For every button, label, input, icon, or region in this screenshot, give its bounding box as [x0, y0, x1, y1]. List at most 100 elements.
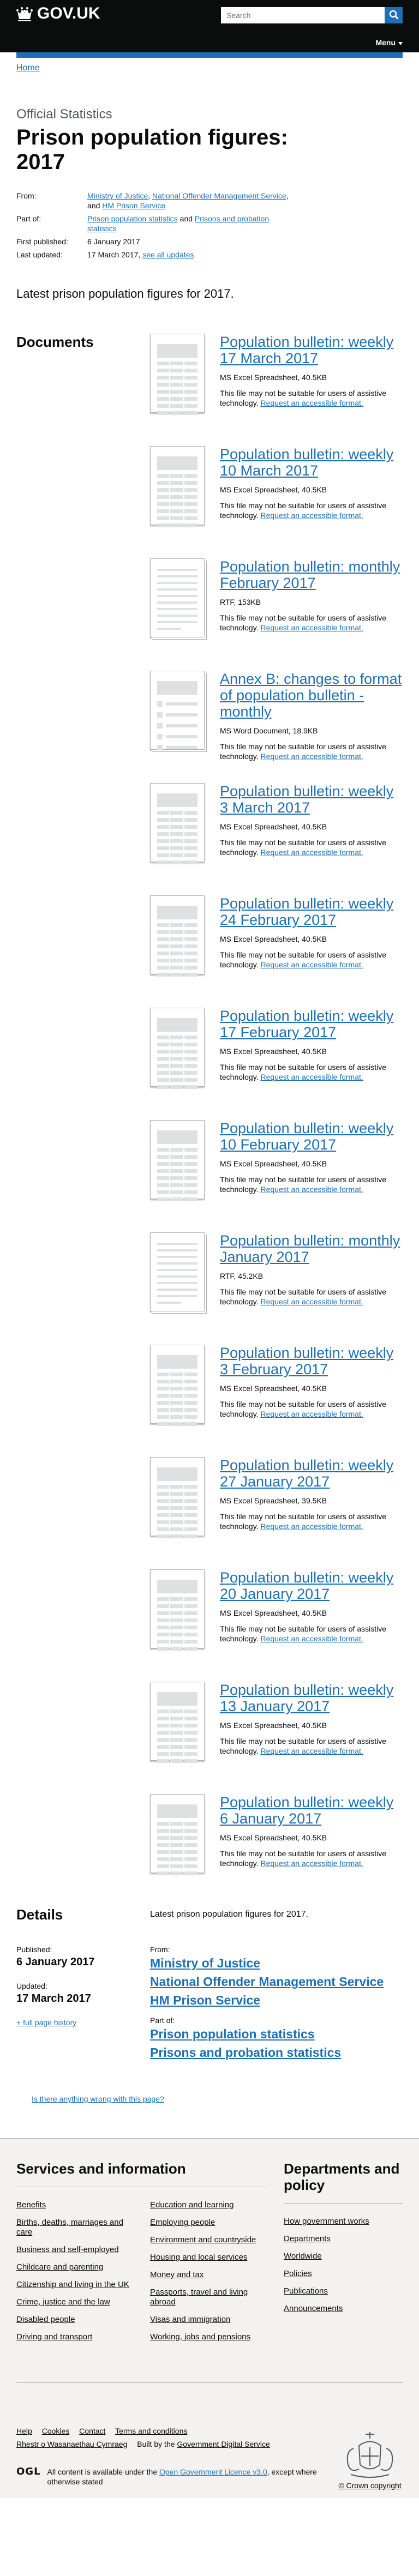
request-accessible-format-link[interactable]: Request an accessible format.: [260, 623, 363, 632]
document-title-link[interactable]: Population bulletin: weekly 24 February …: [220, 895, 394, 928]
services-link[interactable]: Disabled people: [16, 2315, 75, 2324]
document-title-link[interactable]: Population bulletin: weekly 10 February …: [220, 1120, 394, 1153]
request-accessible-format-link[interactable]: Request an accessible format.: [260, 1634, 363, 1643]
spreadsheet-icon[interactable]: [150, 334, 205, 415]
document-title-link[interactable]: Population bulletin: weekly 6 January 20…: [220, 1794, 394, 1827]
gds-link[interactable]: Government Digital Service: [177, 2440, 270, 2448]
spreadsheet-icon[interactable]: [150, 1008, 205, 1089]
request-accessible-format-link[interactable]: Request an accessible format.: [260, 399, 363, 407]
document-title-link[interactable]: Population bulletin: weekly 20 January 2…: [220, 1569, 394, 1602]
search-input[interactable]: [221, 7, 385, 23]
services-link[interactable]: Births, deaths, marriages and care: [16, 2218, 123, 2237]
services-link[interactable]: Benefits: [16, 2200, 46, 2210]
spreadsheet-icon[interactable]: [150, 1682, 205, 1763]
departments-link[interactable]: Worldwide: [284, 2252, 322, 2261]
from-link-noms[interactable]: National Offender Management Service: [152, 191, 286, 200]
request-accessible-format-link[interactable]: Request an accessible format.: [260, 1410, 363, 1418]
services-link[interactable]: Environment and countryside: [150, 2235, 256, 2244]
document-title-link[interactable]: Population bulletin: weekly 27 January 2…: [220, 1457, 394, 1490]
search-button[interactable]: [385, 7, 403, 23]
details-text: Latest prison population figures for 201…: [150, 1910, 308, 1919]
details-from-hmps[interactable]: HM Prison Service: [150, 1993, 260, 2007]
request-accessible-format-link[interactable]: Request an accessible format.: [260, 752, 363, 761]
departments-link[interactable]: How government works: [284, 2217, 369, 2226]
request-accessible-format-link[interactable]: Request an accessible format.: [260, 848, 363, 857]
request-accessible-format-link[interactable]: Request an accessible format.: [260, 1747, 363, 1755]
departments-link[interactable]: Publications: [284, 2286, 328, 2296]
details-from-noms[interactable]: National Offender Management Service: [150, 1975, 384, 1989]
spreadsheet-icon[interactable]: [150, 895, 205, 977]
document-title-link[interactable]: Population bulletin: weekly 13 January 2…: [220, 1682, 394, 1714]
spreadsheet-icon[interactable]: [150, 446, 205, 527]
details-heading: Details: [16, 1906, 63, 1923]
document-title-link[interactable]: Population bulletin: weekly 3 February 2…: [220, 1345, 394, 1377]
menu-button[interactable]: Menu: [375, 38, 403, 47]
from-link-moj[interactable]: Ministry of Justice: [87, 191, 148, 200]
ogl-licence-link[interactable]: Open Government Licence v3.0: [159, 2467, 267, 2476]
footer-link-welsh[interactable]: Rhestr o Wasanaethau Cymraeg: [16, 2440, 128, 2448]
footer-link-contact[interactable]: Contact: [79, 2427, 106, 2435]
spreadsheet-icon[interactable]: [150, 1120, 205, 1201]
footer-link-help[interactable]: Help: [16, 2427, 32, 2435]
rtf-document-icon[interactable]: [150, 1232, 205, 1311]
request-accessible-format-link[interactable]: Request an accessible format.: [260, 1297, 363, 1306]
breadcrumb-home[interactable]: Home: [16, 63, 40, 73]
document-title-link[interactable]: Population bulletin: weekly 17 March 201…: [220, 334, 394, 366]
departments-link[interactable]: Departments: [284, 2234, 331, 2243]
details-part-of-probation[interactable]: Prisons and probation statistics: [150, 2045, 342, 2060]
services-link[interactable]: Crime, justice and the law: [16, 2297, 110, 2307]
site-header: GOV.UK Menu: [0, 0, 419, 52]
details-part-of-prison-pop[interactable]: Prison population statistics: [150, 2027, 315, 2041]
document-title-link[interactable]: Population bulletin: weekly 3 March 2017: [220, 783, 394, 816]
report-problem-link[interactable]: Is there anything wrong with this page?: [32, 2094, 164, 2103]
document-file-meta: RTF, 45.2KB: [220, 1272, 264, 1280]
document-attachment: Population bulletin: weekly 24 February …: [150, 895, 405, 1008]
details-from-moj[interactable]: Ministry of Justice: [150, 1956, 260, 1970]
request-accessible-format-link[interactable]: Request an accessible format.: [260, 1859, 363, 1868]
document-title-link[interactable]: Annex B: changes to format of population…: [220, 671, 402, 720]
services-link[interactable]: Working, jobs and pensions: [150, 2332, 250, 2342]
request-accessible-format-link[interactable]: Request an accessible format.: [260, 511, 363, 520]
full-page-history-link[interactable]: + full page history: [16, 2018, 77, 2027]
services-link[interactable]: Money and tax: [150, 2270, 204, 2279]
document-type: Official Statistics: [16, 107, 112, 122]
services-link[interactable]: Housing and local services: [150, 2253, 248, 2262]
services-link[interactable]: Childcare and parenting: [16, 2262, 104, 2272]
spreadsheet-icon[interactable]: [150, 1457, 205, 1538]
services-link[interactable]: Visas and immigration: [150, 2315, 231, 2324]
word-document-icon[interactable]: [150, 671, 205, 750]
spreadsheet-icon[interactable]: [150, 783, 205, 864]
govuk-logo-link[interactable]: GOV.UK: [16, 4, 100, 23]
rtf-document-icon[interactable]: [150, 558, 205, 637]
footer-link-terms[interactable]: Terms and conditions: [115, 2427, 188, 2435]
request-accessible-format-link[interactable]: Request an accessible format.: [260, 1185, 363, 1194]
part-of-link-prison-pop[interactable]: Prison population statistics: [87, 214, 178, 223]
services-link[interactable]: Employing people: [150, 2218, 216, 2227]
last-updated-date: 17 March 2017: [87, 250, 139, 259]
see-all-updates-link[interactable]: see all updates: [142, 250, 194, 259]
intro-text: Latest prison population figures for 201…: [16, 287, 234, 300]
document-title-link[interactable]: Population bulletin: monthly January 201…: [220, 1232, 400, 1265]
services-link[interactable]: Driving and transport: [16, 2332, 93, 2342]
spreadsheet-icon[interactable]: [150, 1794, 205, 1875]
services-link[interactable]: Citizenship and living in the UK: [16, 2280, 129, 2289]
from-link-hmps[interactable]: HM Prison Service: [102, 201, 166, 210]
request-accessible-format-link[interactable]: Request an accessible format.: [260, 1073, 363, 1081]
part-of-link-probation[interactable]: Prisons and probation statistics: [87, 214, 270, 233]
crown-copyright-link[interactable]: © Crown copyright: [338, 2481, 402, 2490]
departments-link[interactable]: Policies: [284, 2269, 312, 2278]
services-link[interactable]: Business and self-employed: [16, 2245, 119, 2254]
document-title-link[interactable]: Population bulletin: monthly February 20…: [220, 558, 400, 591]
document-attachment: Population bulletin: weekly 3 March 2017…: [150, 783, 405, 895]
departments-link[interactable]: Announcements: [284, 2304, 343, 2313]
services-link[interactable]: Education and learning: [150, 2200, 234, 2210]
spreadsheet-icon[interactable]: [150, 1569, 205, 1651]
details-part-of-label: Part of:: [150, 2016, 175, 2025]
document-title-link[interactable]: Population bulletin: weekly 10 March 201…: [220, 446, 394, 479]
services-link[interactable]: Passports, travel and living abroad: [150, 2288, 248, 2307]
request-accessible-format-link[interactable]: Request an accessible format.: [260, 960, 363, 969]
spreadsheet-icon[interactable]: [150, 1345, 205, 1426]
request-accessible-format-link[interactable]: Request an accessible format.: [260, 1522, 363, 1531]
footer-link-cookies[interactable]: Cookies: [41, 2427, 70, 2435]
document-title-link[interactable]: Population bulletin: weekly 17 February …: [220, 1008, 394, 1040]
